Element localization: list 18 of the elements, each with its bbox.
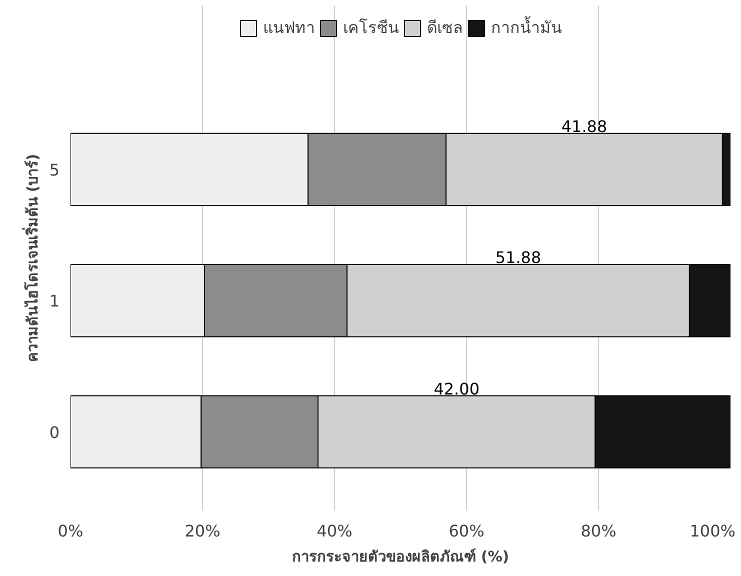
data-label: 51.88 (495, 248, 542, 268)
x-tick-label: 60% (448, 522, 484, 540)
legend-label: กากน้ำมัน (491, 15, 562, 39)
legend-label: เคโรซีน (343, 17, 399, 39)
x-tick-label: 40% (316, 522, 352, 540)
x-tick-label: 20% (184, 522, 220, 540)
x-tick-label: 80% (580, 522, 616, 540)
y-tick-label: 1 (49, 292, 60, 311)
y-tick-label: 5 (49, 160, 60, 180)
x-tick-label: 0% (58, 522, 84, 540)
legend-label: ดีเซล (427, 17, 463, 39)
y-tick-label: 0 (49, 422, 60, 442)
data-label: 41.88 (561, 117, 608, 136)
legend-label: แนฟทา (263, 17, 315, 39)
x-axis-title: การกระจายตัวของผลิตภัณฑ์ (%) (292, 548, 510, 566)
x-tick-label: 100% (690, 522, 736, 540)
data-label: 42.00 (434, 379, 480, 398)
y-axis-title: ความดันไฮโดรเจนเริ่มต้น (บาร์) (21, 154, 42, 362)
